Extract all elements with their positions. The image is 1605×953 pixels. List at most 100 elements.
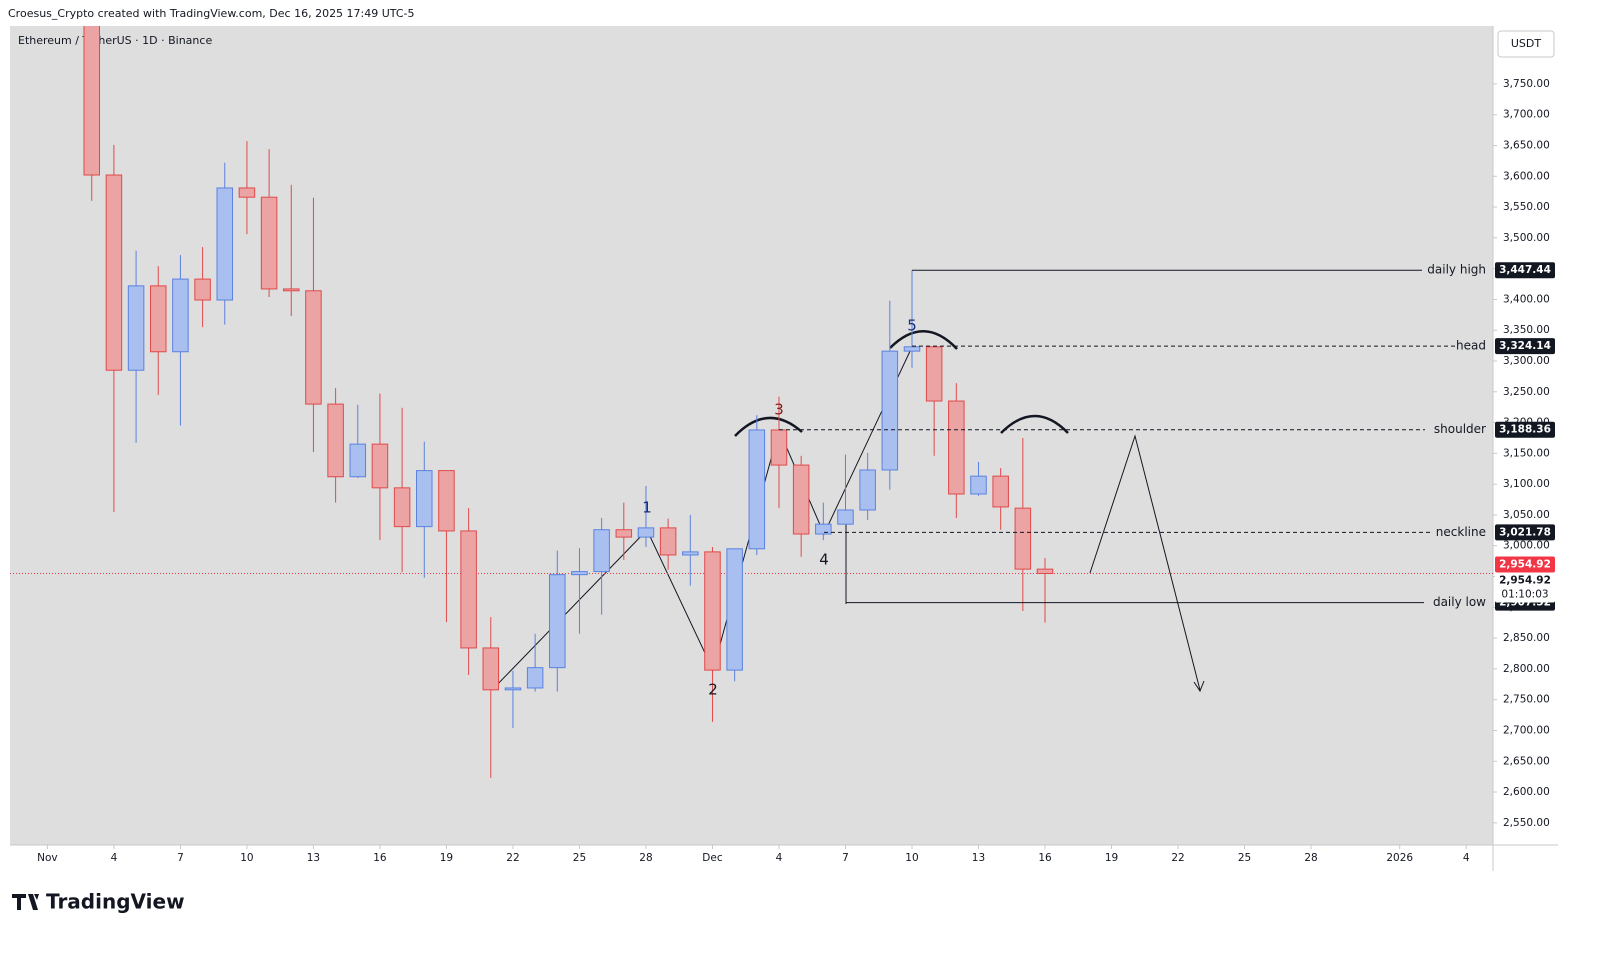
candle-body (194, 278, 211, 301)
candle-body (682, 551, 699, 556)
candle-body (992, 475, 1009, 508)
x-tick-label: 4 (1463, 852, 1470, 864)
footer-logo: TradingView (12, 890, 185, 914)
candle-body (216, 187, 234, 301)
wave-label: 1 (642, 499, 652, 517)
candle-body (526, 667, 544, 689)
level-name: shoulder (1434, 422, 1486, 436)
level-name: neckline (1436, 525, 1486, 539)
y-tick-label: 3,100.00 (1503, 478, 1550, 490)
y-tick-label: 3,700.00 (1503, 109, 1550, 121)
candle-body (504, 687, 522, 691)
time-axis (10, 845, 1493, 871)
y-tick-label: 3,350.00 (1503, 324, 1550, 336)
last-price-box (1495, 572, 1555, 603)
candle-body (770, 429, 788, 466)
wave-label: 3 (774, 401, 784, 419)
x-tick-label: 16 (373, 852, 387, 864)
wave-label: 5 (907, 317, 917, 335)
header: Croesus_Crypto created with TradingView.… (8, 7, 415, 20)
x-tick-label: 25 (573, 852, 586, 864)
candle-body (659, 527, 677, 556)
candle-body (748, 429, 766, 550)
logo-mark (12, 894, 39, 910)
candle-body (349, 443, 367, 478)
candle-body (482, 647, 500, 691)
candle-body (948, 400, 965, 495)
shoulder-arc (734, 416, 803, 437)
x-tick-label: 7 (177, 852, 184, 864)
x-tick-label: 28 (1304, 852, 1317, 864)
candle-body (105, 174, 123, 371)
candle-body (549, 574, 566, 669)
candle-body (460, 530, 477, 649)
y-tick-label: 3,150.00 (1503, 447, 1550, 459)
x-tick-label: 19 (440, 852, 453, 864)
x-tick-label: 13 (972, 852, 985, 864)
y-tick-label: 3,300.00 (1503, 355, 1550, 367)
candle-body (792, 464, 810, 535)
head-arc (889, 330, 958, 350)
y-tick-label: 2,750.00 (1503, 694, 1550, 706)
x-tick-label: 22 (506, 852, 519, 864)
projection-path (1089, 434, 1201, 691)
x-tick-label: 13 (307, 852, 320, 864)
wave-label: 4 (819, 551, 829, 569)
y-tick-label: 2,600.00 (1503, 786, 1550, 798)
y-tick-label: 2,850.00 (1503, 632, 1550, 644)
x-tick-label: 28 (639, 852, 652, 864)
candle-body (371, 443, 389, 489)
footer: TradingView (46, 890, 185, 914)
candle-body (637, 527, 655, 538)
countdown: 01:10:03 (1501, 588, 1548, 600)
candle-body (149, 285, 167, 353)
level-price-box (1495, 262, 1555, 279)
x-tick-label: Nov (37, 852, 58, 864)
x-tick-label: 2026 (1386, 852, 1413, 864)
y-tick-label: 3,400.00 (1503, 293, 1550, 305)
x-tick-label: 19 (1105, 852, 1118, 864)
x-tick-label: 16 (1038, 852, 1052, 864)
level-price-box (1495, 338, 1555, 355)
currency-box[interactable] (1497, 30, 1555, 58)
y-tick-label: 3,250.00 (1503, 386, 1550, 398)
shoulder-arc (1000, 414, 1069, 434)
y-tick-label: 3,750.00 (1503, 78, 1550, 90)
level-price: 3,324.14 (1499, 340, 1551, 352)
level-price: 3,447.44 (1499, 264, 1551, 276)
candle-body (615, 529, 633, 538)
candle-body (881, 350, 899, 471)
currency[interactable]: USDT (1511, 37, 1542, 50)
level-name: head (1456, 339, 1486, 353)
x-tick-label: 7 (842, 852, 849, 864)
x-tick-label: 10 (905, 852, 918, 864)
price-axis (1493, 26, 1558, 871)
candle-body (925, 346, 943, 402)
level-name: daily low (1433, 595, 1486, 609)
candle-body (859, 469, 876, 511)
x-tick-label: Dec (702, 852, 723, 864)
level-price-box (1495, 524, 1555, 541)
candle-body (970, 475, 987, 495)
x-tick-label: 25 (1238, 852, 1251, 864)
candle-body (327, 403, 344, 478)
candle-body (1036, 568, 1054, 574)
x-tick-label: 4 (776, 852, 783, 864)
annotations (491, 272, 1205, 693)
candle-body (305, 290, 322, 405)
current-price-box (1495, 556, 1555, 573)
candle-body (726, 548, 743, 671)
current-price: 2,954.92 (1499, 558, 1551, 570)
wave-label: 2 (708, 681, 718, 699)
wave-path (491, 346, 913, 691)
candle-body (704, 551, 721, 671)
y-tick-label: 3,500.00 (1503, 232, 1550, 244)
candle-body (1014, 507, 1032, 570)
last-price: 2,954.92 (1499, 574, 1551, 586)
candle-body (593, 529, 610, 573)
candle-body (571, 571, 588, 576)
candle-body (83, 26, 101, 176)
candle-body (238, 187, 256, 198)
level-price: 3,188.36 (1499, 424, 1551, 436)
